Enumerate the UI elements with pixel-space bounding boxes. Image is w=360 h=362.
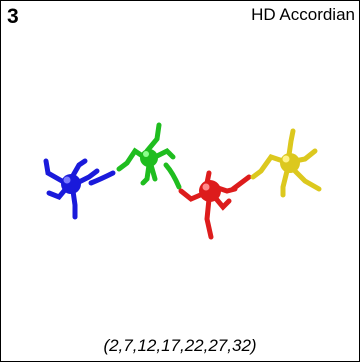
blue-arm-bottom [70, 188, 78, 220]
green-arm-right [152, 147, 176, 160]
blue-arm-right [74, 168, 100, 186]
green-core [140, 149, 158, 167]
red-arm-bottom [204, 196, 214, 240]
yellow-arm-top [286, 128, 296, 158]
panel-title: HD Accordian [251, 5, 355, 24]
linker-blue-green [88, 170, 116, 186]
blue-arm-top [68, 158, 88, 182]
subunit-red [178, 170, 238, 240]
yellow-highlight [282, 155, 290, 163]
yellow-arm-bottom [280, 168, 290, 198]
panel-number: 3 [7, 5, 19, 28]
green-arm-bottom-right [148, 162, 158, 182]
green-highlight [143, 151, 149, 157]
molecular-structure [43, 122, 322, 240]
blue-highlight [63, 176, 71, 184]
figure-caption: (2,7,12,17,22,27,32) [103, 336, 257, 355]
red-highlight [202, 183, 210, 191]
yellow-core [280, 153, 300, 173]
yellow-arm-lower-right [290, 166, 322, 192]
subunit-blue [43, 158, 100, 220]
green-arm-bottom-left [140, 162, 152, 186]
inter-subunit-linkers [88, 162, 252, 192]
subunit-yellow [250, 128, 322, 198]
yellow-arm-left [250, 154, 286, 180]
subunit-green [116, 122, 176, 186]
red-core [199, 180, 221, 202]
linker-green-red [163, 162, 182, 190]
blue-core [61, 174, 81, 194]
green-arm-top [144, 122, 162, 154]
